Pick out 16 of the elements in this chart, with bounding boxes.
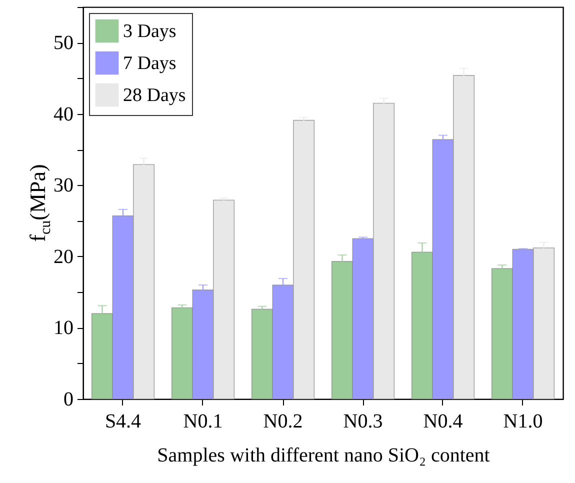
y-tick-label: 0 — [64, 388, 74, 410]
y-tick-label: 50 — [54, 32, 74, 54]
legend-label: 28 Days — [123, 85, 186, 106]
y-tick-label: 30 — [54, 174, 74, 197]
x-tick-label: N0.3 — [343, 410, 383, 432]
legend-label: 7 Days — [123, 53, 176, 74]
y-tick-label: 20 — [54, 246, 74, 268]
x-tick-label: S4.4 — [104, 410, 142, 432]
x-tick-label: N1.0 — [503, 410, 543, 432]
y-tick-label: 10 — [54, 317, 74, 340]
legend-label: 3 Days — [123, 21, 176, 42]
x-tick-label: N0.2 — [263, 410, 303, 432]
x-tick-label: N0.4 — [423, 410, 463, 432]
y-tick-label: 40 — [54, 103, 74, 126]
x-tick-label: N0.1 — [183, 410, 223, 432]
x-axis-title: Samples with different nano SiO₂ content — [157, 444, 490, 466]
